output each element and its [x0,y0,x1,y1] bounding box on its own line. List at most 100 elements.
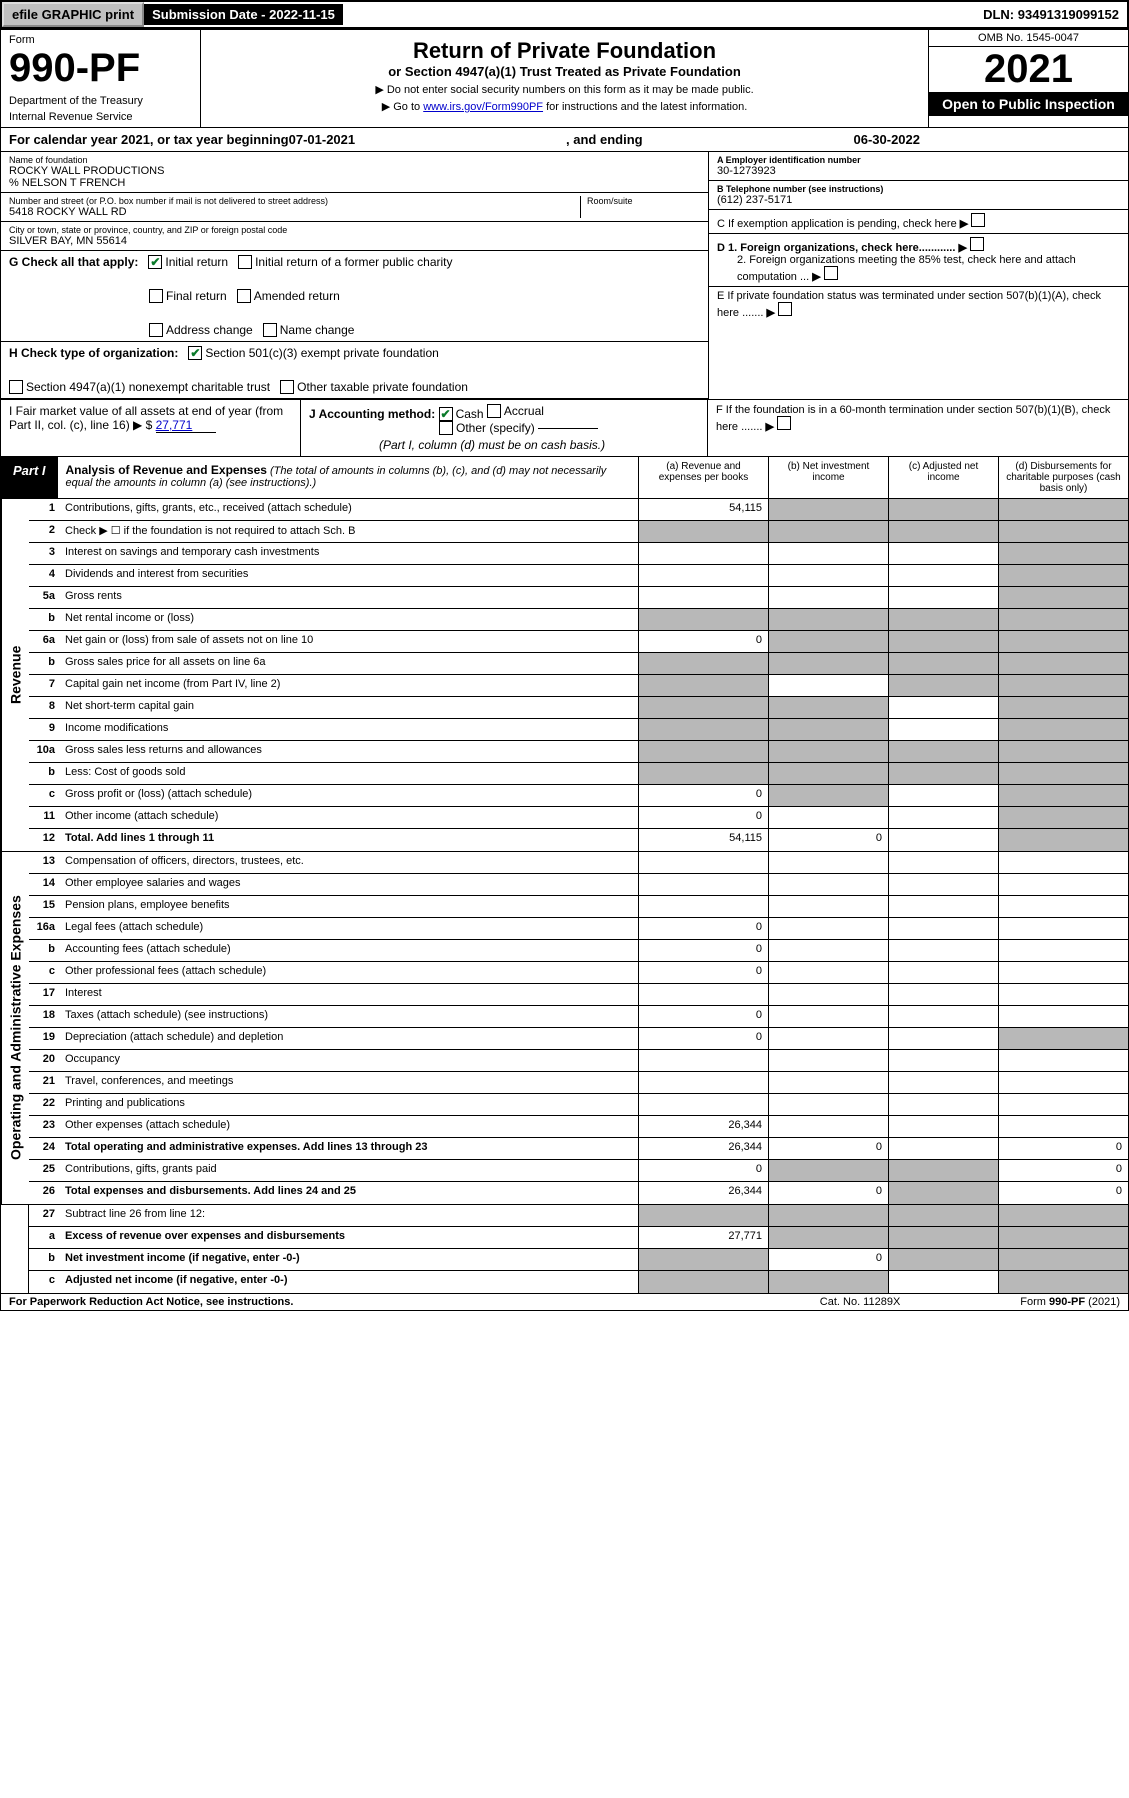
omb-number: OMB No. 1545-0047 [929,30,1128,47]
table-row: 4 Dividends and interest from securities [29,565,1128,587]
g-name-label: Name change [280,323,355,337]
note-ssn: ▶ Do not enter social security numbers o… [209,83,920,96]
chk-amended[interactable]: Amended return [237,289,340,303]
irs-link[interactable]: www.irs.gov/Form990PF [423,101,543,113]
chk-cash[interactable]: Cash [439,407,484,421]
chk-name-change[interactable]: Name change [263,323,355,337]
checkbox-icon[interactable] [970,237,984,251]
line-desc: Excess of revenue over expenses and disb… [61,1227,638,1248]
checkbox-icon[interactable] [971,213,985,227]
col-c-header: (c) Adjusted net income [888,457,998,498]
expense-rows: 13 Compensation of officers, directors, … [29,852,1128,1204]
line-number: 27 [29,1205,61,1226]
revenue-side-label: Revenue [1,499,29,851]
line-number: 5a [29,587,61,608]
part1-title: Analysis of Revenue and Expenses [66,463,267,477]
col-c-value [888,521,998,542]
chk-initial[interactable]: Initial return [148,255,228,269]
col-a-value [638,543,768,564]
col-c-value [888,829,998,851]
f-cell: F If the foundation is in a 60-month ter… [708,400,1128,456]
line-number: 20 [29,1050,61,1071]
col-c-value [888,1050,998,1071]
checkbox-icon [9,380,23,394]
col-a-value [638,1249,768,1270]
checkbox-icon[interactable] [778,302,792,316]
cal-end: 06-30-2022 [854,132,921,147]
footer-form-no: 990-PF [1049,1296,1085,1308]
chk-other-method[interactable]: Other (specify) [439,421,598,435]
line-desc: Income modifications [61,719,638,740]
col-b-value [768,962,888,983]
line-desc: Other professional fees (attach schedule… [61,962,638,983]
col-c-value [888,653,998,674]
col-b-value [768,1006,888,1027]
col-a-value [638,874,768,895]
col-c-value [888,719,998,740]
chk-other-taxable[interactable]: Other taxable private foundation [280,380,468,394]
table-row: 7 Capital gain net income (from Part IV,… [29,675,1128,697]
col-b-value [768,874,888,895]
col-c-value [888,675,998,696]
col-b-value [768,1227,888,1248]
checkbox-icon [263,323,277,337]
col-a-value [638,675,768,696]
col-c-value [888,1227,998,1248]
col-b-value [768,1116,888,1137]
col-d-value [998,565,1128,586]
i-j-row: I Fair market value of all assets at end… [0,400,1129,457]
checkbox-icon [439,421,453,435]
col-d-value [998,675,1128,696]
g-former-label: Initial return of a former public charit… [255,255,452,269]
col-c-value [888,984,998,1005]
i-label: I Fair market value of all assets at end… [9,404,283,432]
col-c-value [888,962,998,983]
city-state-zip: SILVER BAY, MN 55614 [9,235,700,247]
col-d-value [998,940,1128,961]
chk-initial-former[interactable]: Initial return of a former public charit… [238,255,452,269]
col-a-value: 26,344 [638,1182,768,1204]
line-desc: Total. Add lines 1 through 11 [61,829,638,851]
col-a-value: 0 [638,807,768,828]
col-c-value [888,1006,998,1027]
checkbox-icon [148,255,162,269]
g-final-label: Final return [166,289,227,303]
col-d-value [998,1094,1128,1115]
line-number: 24 [29,1138,61,1159]
chk-addr-change[interactable]: Address change [149,323,253,337]
col-c-value [888,1182,998,1204]
col-b-value [768,1094,888,1115]
col-c-value [888,697,998,718]
efile-button[interactable]: efile GRAPHIC print [2,2,144,27]
col-d-value [998,741,1128,762]
top-bar: efile GRAPHIC print Submission Date - 20… [0,0,1129,29]
table-row: b Less: Cost of goods sold [29,763,1128,785]
dept-treasury: Department of the Treasury [9,95,192,107]
chk-final[interactable]: Final return [149,289,227,303]
col-a-value: 0 [638,1006,768,1027]
col-a-value: 0 [638,1028,768,1049]
col-d-value [998,785,1128,806]
table-row: b Net rental income or (loss) [29,609,1128,631]
col-d-value [998,763,1128,784]
table-row: 8 Net short-term capital gain [29,697,1128,719]
j-other-label: Other (specify) [456,421,535,435]
col-a-value [638,763,768,784]
col-b-value [768,1205,888,1226]
chk-4947[interactable]: Section 4947(a)(1) nonexempt charitable … [9,380,270,394]
line-desc: Compensation of officers, directors, tru… [61,852,638,873]
chk-accrual[interactable]: Accrual [487,404,544,418]
checkbox-icon[interactable] [824,266,838,280]
chk-501c3[interactable]: Section 501(c)(3) exempt private foundat… [188,346,438,360]
footer-year: 2021 [1092,1296,1116,1308]
col-c-value [888,896,998,917]
e-cell: E If private foundation status was termi… [709,287,1128,322]
header-mid: Return of Private Foundation or Section … [201,30,928,127]
col-c-value [888,1138,998,1159]
table-row: 2 Check ▶ ☐ if the foundation is not req… [29,521,1128,543]
name-label: Name of foundation [9,155,700,165]
line-desc: Gross rents [61,587,638,608]
checkbox-icon[interactable] [777,416,791,430]
arrow-icon: ▶ [812,271,820,283]
line-number: c [29,962,61,983]
